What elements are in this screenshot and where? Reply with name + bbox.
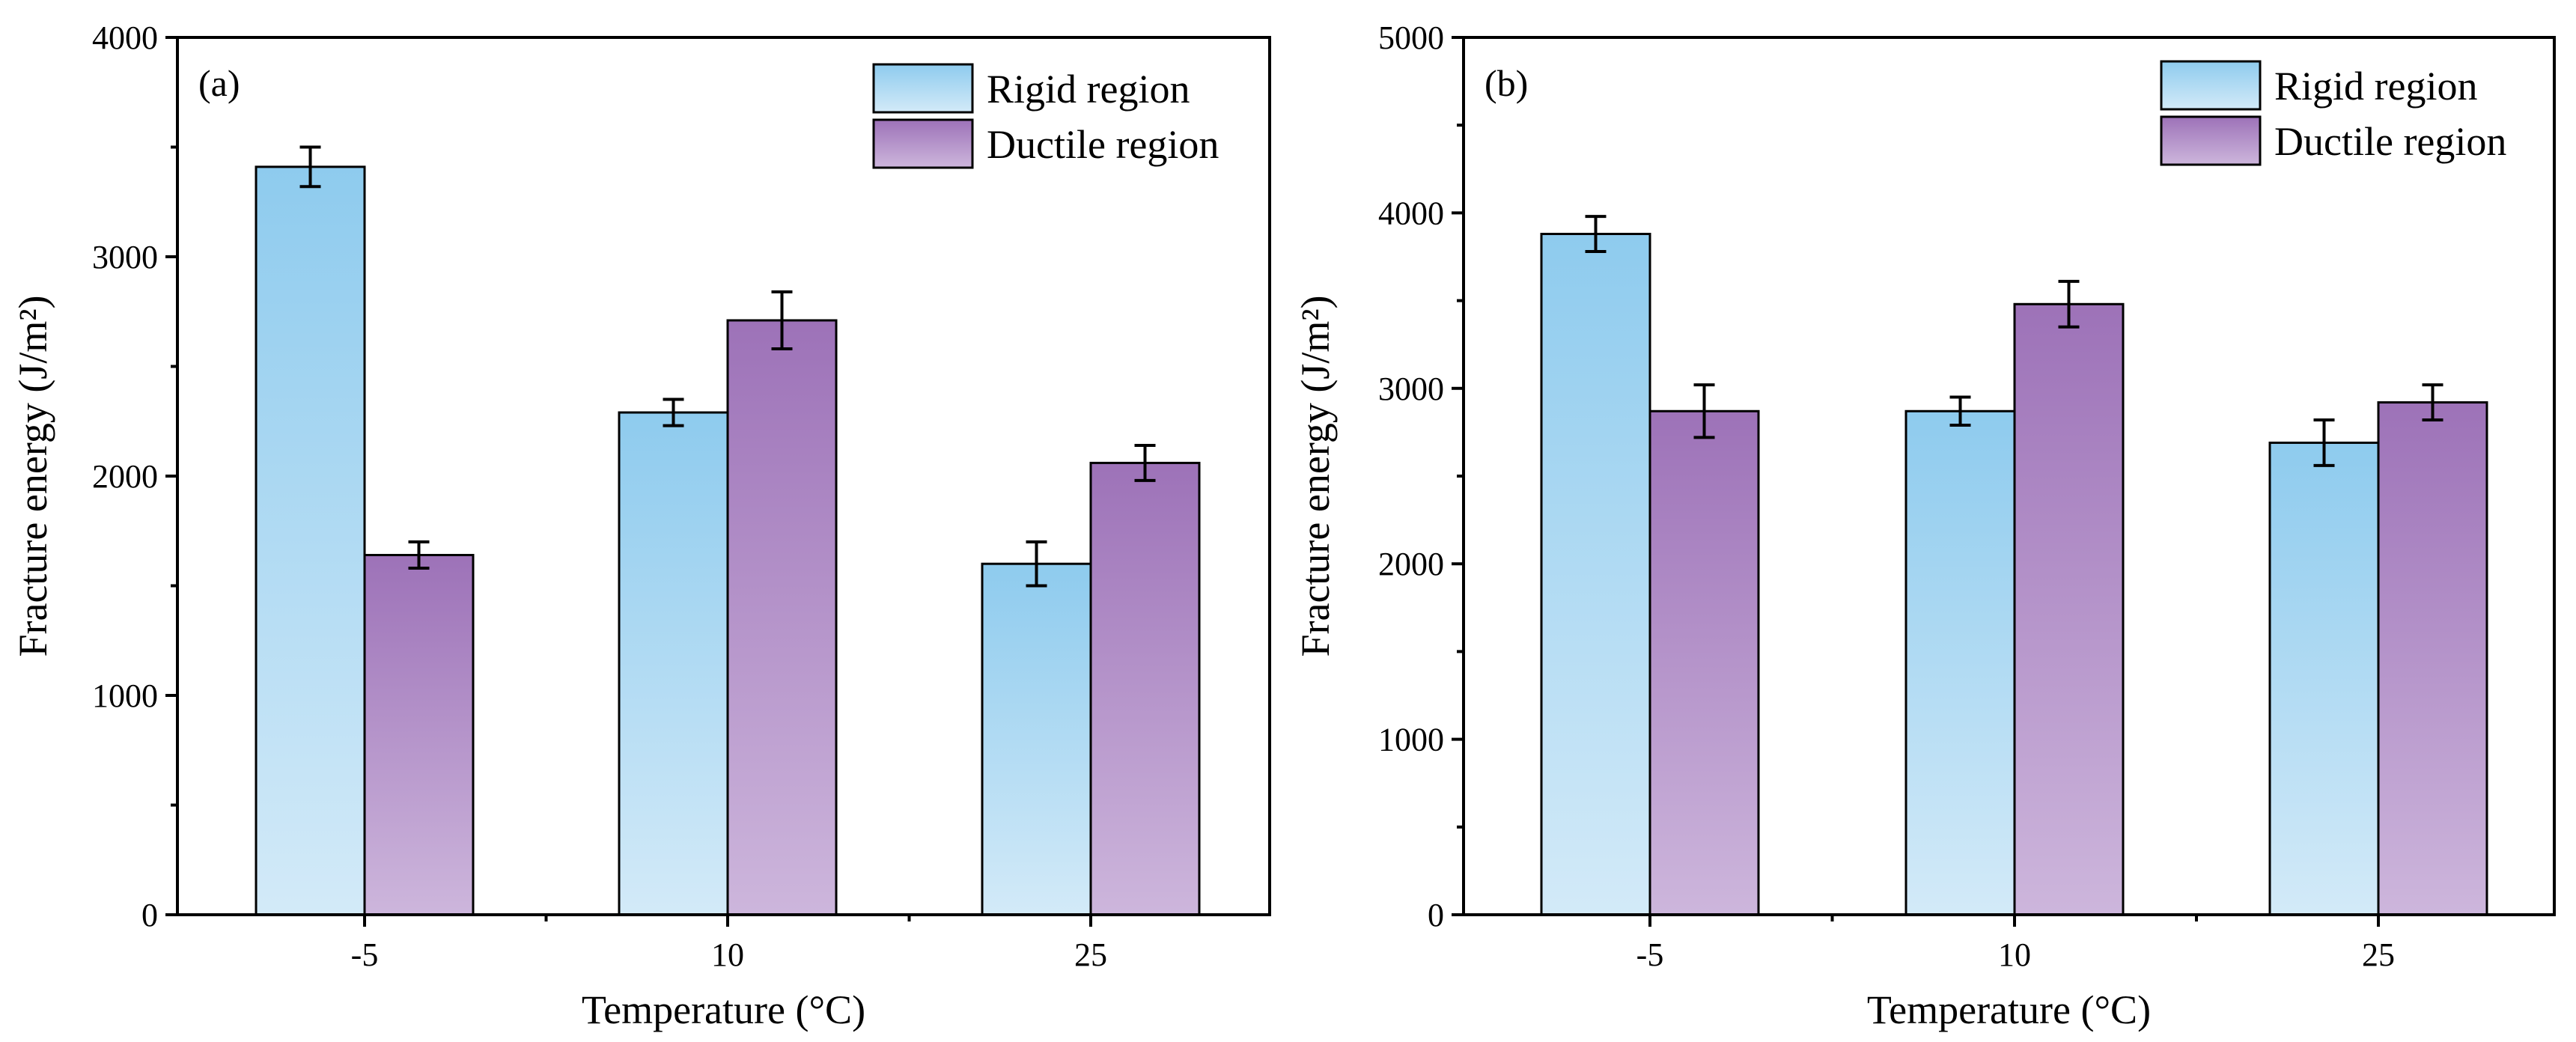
bar-a-rigid-25 xyxy=(981,562,1092,916)
y-tick-label-b-5000: 5000 xyxy=(1378,19,1444,56)
bar-a-rigid-10 xyxy=(618,411,729,916)
bar-a-ductile-25 xyxy=(1089,461,1201,916)
bar-b-ductile-10 xyxy=(2013,302,2125,916)
chart-panel-a: 0 1000 2000 3000 4000 -5 10 25 Temperature (°C) F… xyxy=(10,19,1271,1032)
y-axis-title-b: Fracture energy (J/m²) xyxy=(1293,295,1338,656)
y-tick-label-b-1000: 1000 xyxy=(1378,722,1444,758)
bar-b-ductile--5 xyxy=(1648,409,1760,916)
error-bar-b-rigid--5 xyxy=(1585,215,1607,253)
panel-label-b: (b) xyxy=(1485,62,1528,104)
error-bar-a-ductile--5 xyxy=(408,540,430,570)
legend-label-b-ductile: Ductile region xyxy=(2274,119,2506,164)
error-bar-a-ductile-25 xyxy=(1134,443,1156,482)
y-tick-label-a-4000: 4000 xyxy=(92,19,158,56)
y-tick-label-b-0: 0 xyxy=(1428,897,1444,933)
bar-b-rigid-10 xyxy=(1904,409,2016,916)
error-bar-b-rigid-25 xyxy=(2313,418,2335,467)
bar-b-rigid-25 xyxy=(2268,441,2380,916)
error-bar-b-ductile-10 xyxy=(2058,279,2080,329)
legend-label-a-rigid: Rigid region xyxy=(987,67,1190,112)
error-bar-a-rigid-25 xyxy=(1026,540,1047,588)
error-bar-b-rigid-10 xyxy=(1949,395,1971,427)
error-bar-b-ductile-25 xyxy=(2422,383,2443,421)
bar-b-ductile-25 xyxy=(2377,401,2488,916)
legend-a: Rigid region Ductile region xyxy=(872,63,1219,169)
x-axis-title-a: Temperature (°C) xyxy=(582,987,865,1032)
x-tick-label-a-10: 10 xyxy=(711,936,744,973)
error-bar-a-rigid--5 xyxy=(299,145,321,189)
y-tick-label-b-2000: 2000 xyxy=(1378,546,1444,582)
x-tick-label-a-25: 25 xyxy=(1074,936,1107,973)
x-tick-label-a--5: -5 xyxy=(351,936,379,973)
bar-b-rigid--5 xyxy=(1540,233,1651,916)
legend-swatch-b-rigid xyxy=(2160,60,2262,111)
y-tick-label-a-3000: 3000 xyxy=(92,239,158,275)
legend-label-a-ductile: Ductile region xyxy=(987,122,1219,167)
legend-swatch-b-ductile xyxy=(2160,115,2262,166)
error-bar-b-ductile--5 xyxy=(1693,383,1715,439)
legend-label-b-rigid: Rigid region xyxy=(2274,64,2477,109)
y-tick-label-a-1000: 1000 xyxy=(92,677,158,714)
panel-label-a: (a) xyxy=(198,62,240,104)
bar-a-ductile-10 xyxy=(726,319,838,916)
legend-b: Rigid region Ductile region xyxy=(2160,60,2506,166)
bar-a-rigid--5 xyxy=(255,165,366,916)
y-tick-label-a-0: 0 xyxy=(141,897,158,933)
y-axis-title-a: Fracture energy (J/m²) xyxy=(10,295,55,656)
legend-swatch-a-rigid xyxy=(872,63,974,114)
x-tick-label-b--5: -5 xyxy=(1636,936,1664,973)
x-axis-title-b: Temperature (°C) xyxy=(1867,987,2151,1032)
legend-swatch-a-ductile xyxy=(872,118,974,169)
error-bar-a-rigid-10 xyxy=(663,397,684,427)
chart-panel-b: 0 1000 2000 3000 4000 5000 -5 10 25 Temperature (… xyxy=(1293,19,2556,1032)
error-bar-a-ductile-10 xyxy=(771,290,793,351)
y-tick-label-b-4000: 4000 xyxy=(1378,195,1444,231)
x-tick-label-b-10: 10 xyxy=(1998,936,2031,973)
y-tick-label-b-3000: 3000 xyxy=(1378,371,1444,407)
x-tick-label-b-25: 25 xyxy=(2362,936,2395,973)
y-tick-label-a-2000: 2000 xyxy=(92,458,158,495)
bar-a-ductile--5 xyxy=(363,553,475,916)
